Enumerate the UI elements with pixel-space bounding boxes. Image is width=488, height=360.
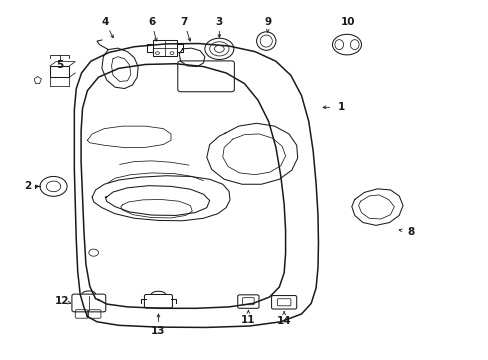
Text: 13: 13 (151, 326, 165, 336)
Text: 10: 10 (341, 17, 355, 27)
Text: 7: 7 (180, 17, 187, 27)
Text: 12: 12 (54, 296, 69, 306)
Polygon shape (34, 77, 41, 84)
Bar (152, 40, 177, 56)
Text: 1: 1 (337, 102, 344, 112)
Text: 14: 14 (276, 316, 291, 326)
Text: 11: 11 (241, 315, 255, 325)
Text: 8: 8 (407, 228, 414, 238)
Text: 3: 3 (215, 17, 223, 27)
Text: 2: 2 (24, 181, 32, 192)
Bar (50, 66, 69, 77)
Text: 6: 6 (148, 17, 155, 27)
Text: 4: 4 (102, 17, 109, 27)
Text: 5: 5 (56, 60, 63, 70)
Text: 9: 9 (264, 17, 271, 27)
